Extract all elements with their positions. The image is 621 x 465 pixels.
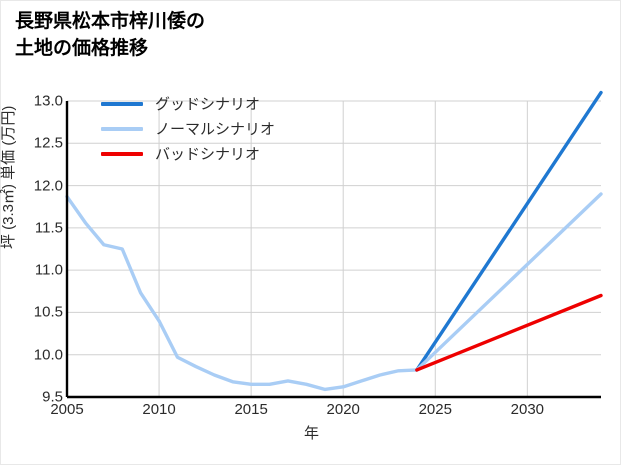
y-tick-label: 10.0 (33, 346, 63, 364)
series-line-ノーマルシナリオ (415, 192, 603, 372)
x-axis-ticks: 2005 2010 2015 2020 2025 2030 (50, 401, 601, 423)
y-tick-label: 12.0 (33, 177, 63, 195)
legend-item[interactable]: ノーマルシナリオ (101, 116, 331, 141)
plot-area (65, 90, 603, 399)
legend-label: バッドシナリオ (155, 146, 261, 163)
y-tick-label: 9.5 (42, 388, 63, 406)
chart-legend: グッドシナリオ ノーマルシナリオ バッドシナリオ (101, 91, 331, 166)
x-tick-label: 2025 (418, 401, 452, 418)
legend-color-swatch (101, 151, 143, 156)
x-axis-label: 年 (303, 425, 319, 442)
y-tick-label: 11.5 (34, 219, 63, 237)
series-line-バッドシナリオ (415, 293, 603, 372)
y-tick-label: 12.5 (33, 134, 63, 152)
legend-item[interactable]: バッドシナリオ (101, 141, 331, 166)
page-title: 長野県松本市梓川倭の 土地の価格推移 (15, 11, 206, 59)
series-line-グッドシナリオ (415, 90, 603, 372)
y-tick-label: 13.0 (33, 92, 63, 110)
legend-item[interactable]: グッドシナリオ (101, 91, 331, 116)
y-tick-label: 10.5 (33, 303, 63, 321)
x-tick-label: 2005 (50, 401, 84, 418)
y-axis-label: 坪 (3.3㎡) 単価 (万円) (0, 105, 17, 249)
y-axis-ticks: 9.5 10.0 10.5 11.0 11.5 12.0 12.5 13.0 (1, 93, 63, 406)
chart-svg (65, 90, 603, 399)
legend-label: ノーマルシナリオ (155, 121, 276, 138)
x-tick-label: 2015 (234, 401, 268, 418)
series-line-実績 (65, 194, 419, 392)
legend-color-swatch (101, 126, 143, 131)
legend-label: グッドシナリオ (155, 96, 261, 113)
x-tick-label: 2030 (510, 401, 545, 418)
legend-color-swatch (101, 101, 143, 106)
x-tick-label: 2020 (326, 401, 360, 418)
x-tick-label: 2010 (142, 401, 176, 418)
y-tick-label: 11.0 (34, 261, 63, 279)
